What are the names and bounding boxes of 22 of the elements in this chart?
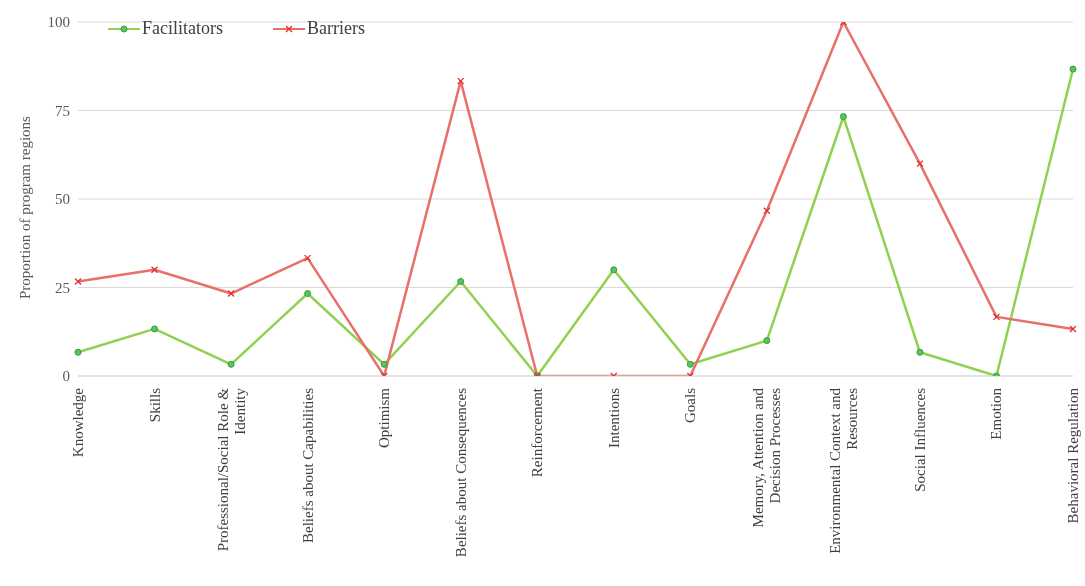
x-tick-label: Professional/Social Role & Identity bbox=[214, 387, 248, 552]
y-tick-label: 100 bbox=[47, 14, 70, 31]
x-tick-label: Social Influences bbox=[911, 387, 928, 492]
legend-label: Facilitators bbox=[141, 18, 223, 39]
x-tick-label: Beliefs about Consequences bbox=[452, 387, 469, 558]
legend-label: Barriers bbox=[306, 18, 365, 39]
y-tick-label: 25 bbox=[55, 279, 70, 296]
x-tick-label: Memory, Attention and Decision Processes bbox=[750, 387, 784, 528]
x-tick-label: Skills bbox=[146, 387, 163, 423]
x-tick-label: Optimism bbox=[376, 387, 393, 449]
y-tick-label: 0 bbox=[62, 368, 70, 385]
x-tick-label: Emotion bbox=[988, 387, 1005, 440]
x-tick-label: Goals bbox=[682, 387, 699, 423]
x-tick-label: Behavioral Regulation bbox=[1065, 387, 1081, 524]
y-axis-title: Proportion of program regions bbox=[17, 115, 34, 299]
y-tick-label: 50 bbox=[55, 191, 70, 208]
x-tick-label: Knowledge bbox=[70, 387, 86, 458]
y-tick-label: 75 bbox=[55, 102, 70, 119]
x-tick-label: Environmental Context and Resources bbox=[826, 387, 860, 554]
x-tick-label: Intentions bbox=[605, 387, 622, 448]
x-tick-label: Reinforcement bbox=[529, 387, 546, 478]
x-tick-label: Beliefs about Capabilities bbox=[299, 387, 316, 543]
